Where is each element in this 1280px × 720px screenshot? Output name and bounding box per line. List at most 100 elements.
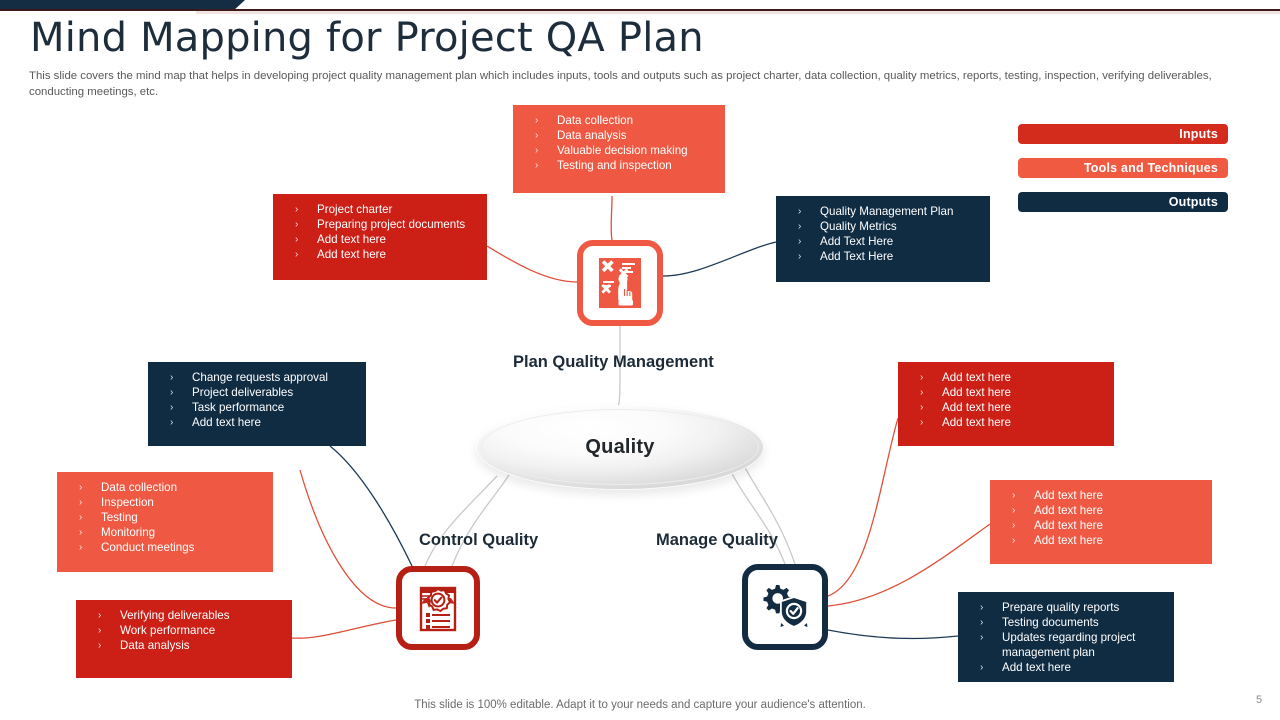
- list-item-label: Preparing project documents: [317, 218, 466, 232]
- list-item: › Testing documents: [976, 616, 1164, 631]
- list-item-continuation: management plan: [976, 646, 1164, 661]
- chevron-right-icon: ›: [920, 387, 924, 399]
- list-item-label: Add text here: [317, 248, 386, 262]
- list-item-label: Quality Metrics: [820, 220, 897, 234]
- box-inputs-right[interactable]: › Add text here › Add text here › Add text …: [898, 362, 1114, 446]
- list-item-label: Data collection: [101, 481, 178, 494]
- page-number: 5: [1255, 694, 1263, 706]
- box-inputs-left[interactable]: › Project charter › Preparing project docu…: [273, 194, 487, 280]
- list-item-label: Add text here: [1002, 661, 1071, 675]
- list-item-label: Monitoring: [101, 526, 156, 540]
- box-tools-left[interactable]: › Data collection › Inspection › Testing › M…: [57, 472, 273, 572]
- chevron-right-icon: ›: [79, 542, 83, 554]
- chevron-right-icon: ›: [170, 372, 174, 383]
- list-item-label: Add Text Here: [820, 250, 894, 264]
- list-item: › Monitoring: [75, 526, 263, 541]
- chevron-right-icon: ›: [98, 610, 102, 621]
- list-item: › Add text here: [916, 386, 1104, 401]
- list-item: › Add text here: [291, 233, 477, 248]
- chevron-right-icon: ›: [980, 662, 984, 674]
- box-inputs-bottom-left[interactable]: › Verifying deliverables › Work performanc…: [76, 600, 292, 678]
- list-item-label: Project deliverables: [192, 386, 294, 400]
- chevron-right-icon: ›: [295, 249, 299, 261]
- node-label-control-quality: Control Quality: [419, 531, 539, 549]
- chevron-right-icon: ›: [79, 482, 83, 493]
- box-outputs-left-list: › Change requests approval › Project deliv…: [166, 371, 356, 431]
- legend-item-outputs[interactable]: Outputs: [1018, 192, 1228, 212]
- list-item: › Prepare quality reports: [976, 601, 1164, 616]
- legend-label-tools-and-techniques: Tools and Techniques: [1083, 161, 1218, 175]
- list-item-label: Add text here: [1034, 489, 1103, 502]
- box-inputs-bottom-left-list: › Verifying deliverables › Work performanc…: [94, 609, 282, 654]
- legend-label-outputs: Outputs: [1168, 195, 1218, 209]
- chevron-right-icon: ›: [1012, 505, 1016, 517]
- chevron-right-icon: ›: [980, 602, 984, 613]
- box-outputs-right-list: › Quality Management Plan › Quality Metric…: [794, 205, 980, 265]
- chevron-right-icon: ›: [920, 402, 924, 414]
- list-item-label: Quality Management Plan: [820, 205, 954, 218]
- box-inputs-right-list: › Add text here › Add text here › Add text …: [916, 371, 1104, 431]
- checklist-hand-icon: [599, 258, 641, 308]
- list-item: › Add text here: [1008, 504, 1202, 519]
- legend-label-inputs: Inputs: [1179, 127, 1218, 141]
- box-tools-top[interactable]: › Data collection › Data analysis › Valuabl…: [513, 105, 725, 193]
- list-item-label: Add text here: [942, 386, 1011, 400]
- top-bar-light-line: [196, 11, 1280, 14]
- list-item-label: Testing: [101, 511, 138, 525]
- list-item: › Add text here: [916, 416, 1104, 431]
- list-item-label: Add text here: [942, 401, 1011, 415]
- chevron-right-icon: ›: [920, 417, 924, 429]
- list-item: › Add text here: [1008, 489, 1202, 504]
- list-item-label: Prepare quality reports: [1002, 601, 1120, 614]
- box-outputs-bottom-right[interactable]: › Prepare quality reports › Testing docume…: [958, 592, 1174, 682]
- list-item: › Verifying deliverables: [94, 609, 282, 624]
- chevron-right-icon: ›: [1012, 535, 1016, 547]
- chevron-right-icon: ›: [1012, 490, 1016, 501]
- chevron-right-icon: ›: [980, 632, 984, 644]
- box-tools-right[interactable]: › Add text here › Add text here › Add text …: [990, 480, 1212, 564]
- list-item-label: Add text here: [1034, 519, 1103, 533]
- icon-tile-control-quality[interactable]: [396, 566, 480, 650]
- chevron-right-icon: ›: [98, 625, 102, 637]
- node-label-plan-quality-management: Plan Quality Management: [513, 353, 714, 371]
- list-item: › Change requests approval: [166, 371, 356, 386]
- legend-item-tools-and-techniques[interactable]: Tools and Techniques: [1018, 158, 1228, 178]
- node-label-manage-quality: Manage Quality: [656, 531, 778, 549]
- list-item-label: Verifying deliverables: [120, 609, 230, 622]
- list-item: › Data collection: [531, 114, 715, 129]
- box-outputs-left[interactable]: › Change requests approval › Project deliv…: [148, 362, 366, 446]
- box-outputs-right[interactable]: › Quality Management Plan › Quality Metric…: [776, 196, 990, 282]
- list-item-label: Conduct meetings: [101, 541, 195, 555]
- chevron-right-icon: ›: [170, 417, 174, 429]
- icon-tile-manage-quality[interactable]: [742, 564, 828, 650]
- certificate-checklist-icon: [419, 586, 457, 632]
- list-item: › Conduct meetings: [75, 541, 263, 556]
- chevron-right-icon: ›: [79, 512, 83, 524]
- chevron-right-icon: ›: [535, 160, 539, 172]
- list-item-label: Updates regarding project: [1002, 631, 1136, 645]
- chevron-right-icon: ›: [798, 206, 802, 217]
- chevron-right-icon: ›: [295, 234, 299, 246]
- chevron-right-icon: ›: [798, 251, 802, 263]
- legend-item-inputs[interactable]: Inputs: [1018, 124, 1228, 144]
- list-item-label: Add text here: [1034, 504, 1103, 518]
- chevron-right-icon: ›: [295, 219, 299, 231]
- box-tools-left-list: › Data collection › Inspection › Testing › M…: [75, 481, 263, 556]
- chevron-right-icon: ›: [295, 204, 299, 215]
- list-item: › Data analysis: [94, 639, 282, 654]
- list-item: › Data collection: [75, 481, 263, 496]
- list-item-label: Add text here: [942, 416, 1011, 430]
- list-item: › Add text here: [291, 248, 477, 263]
- footer-note: This slide is 100% editable. Adapt it to…: [414, 699, 866, 711]
- list-item-label: Valuable decision making: [557, 144, 688, 158]
- list-item: › Testing and inspection: [531, 159, 715, 174]
- list-item: › Add text here: [1008, 534, 1202, 549]
- icon-tile-plan-quality-management[interactable]: [577, 240, 663, 326]
- list-item: › Project charter: [291, 203, 477, 218]
- gear-shield-check-icon: [763, 585, 808, 628]
- list-item-label: Project charter: [317, 203, 393, 216]
- center-node-quality[interactable]: Quality: [476, 405, 764, 490]
- list-item-label: Add Text Here: [820, 235, 894, 249]
- chevron-right-icon: ›: [980, 617, 984, 629]
- list-item: › Updates regarding project: [976, 631, 1164, 646]
